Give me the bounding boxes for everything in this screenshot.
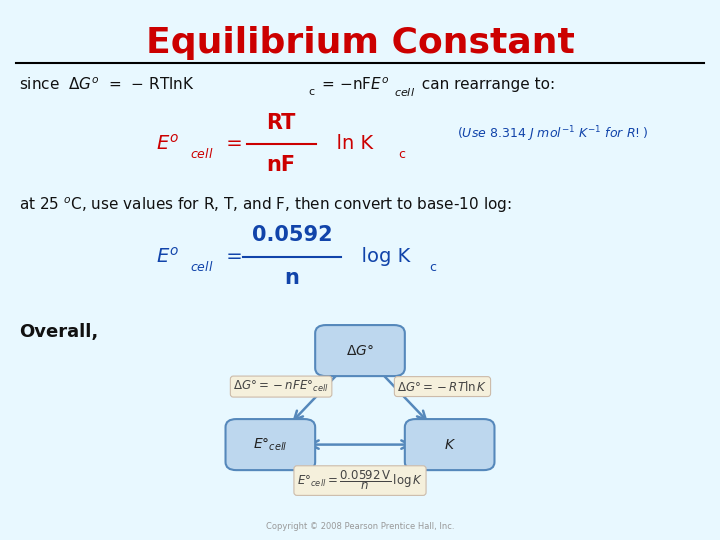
Text: $\mathit{(Use\ 8.314\ J\ mol^{-1}\ K^{-1}\ for\ R!)}$: $\mathit{(Use\ 8.314\ J\ mol^{-1}\ K^{-1… bbox=[456, 124, 648, 144]
Text: 0.0592: 0.0592 bbox=[251, 225, 332, 245]
Text: =: = bbox=[220, 247, 243, 266]
Text: $\Delta G° = -RT\ln K$: $\Delta G° = -RT\ln K$ bbox=[397, 380, 487, 394]
Text: $\Delta G° = -nFE°_{cell}$: $\Delta G° = -nFE°_{cell}$ bbox=[233, 379, 329, 394]
Text: c: c bbox=[430, 261, 436, 274]
Text: = $-$nF$\mathit{E}^o$: = $-$nF$\mathit{E}^o$ bbox=[317, 76, 390, 93]
Text: =: = bbox=[220, 134, 243, 153]
Text: $\mathit{E}^o$: $\mathit{E}^o$ bbox=[156, 247, 179, 267]
Text: Copyright © 2008 Pearson Prentice Hall, Inc.: Copyright © 2008 Pearson Prentice Hall, … bbox=[266, 522, 454, 531]
Text: nF: nF bbox=[266, 155, 296, 176]
Text: $E°_{cell}$: $E°_{cell}$ bbox=[253, 436, 287, 453]
FancyBboxPatch shape bbox=[315, 325, 405, 376]
Text: $\mathit{cell}$: $\mathit{cell}$ bbox=[190, 260, 213, 274]
Text: at 25 $^o$C, use values for R, T, and F, then convert to base-10 log:: at 25 $^o$C, use values for R, T, and F,… bbox=[19, 195, 512, 215]
Text: $K$: $K$ bbox=[444, 437, 456, 451]
FancyBboxPatch shape bbox=[225, 419, 315, 470]
Text: RT: RT bbox=[266, 113, 296, 133]
Text: $\Delta G°$: $\Delta G°$ bbox=[346, 343, 374, 357]
Text: $\mathit{cell}$: $\mathit{cell}$ bbox=[190, 147, 213, 161]
Text: since  $\Delta G^o$  =  $-$ RTlnK: since $\Delta G^o$ = $-$ RTlnK bbox=[19, 76, 195, 93]
Text: c: c bbox=[308, 86, 315, 97]
FancyBboxPatch shape bbox=[405, 419, 495, 470]
Text: c: c bbox=[398, 148, 405, 161]
Text: can rearrange to:: can rearrange to: bbox=[412, 77, 555, 92]
Text: $\mathit{cell}$: $\mathit{cell}$ bbox=[395, 86, 415, 98]
Text: Equilibrium Constant: Equilibrium Constant bbox=[145, 25, 575, 59]
Text: $\mathit{E}^o$: $\mathit{E}^o$ bbox=[156, 134, 179, 154]
Text: ln K: ln K bbox=[324, 134, 373, 153]
Text: $E°_{cell} = \dfrac{0.0592\,\mathrm{V}}{n}\,\log K$: $E°_{cell} = \dfrac{0.0592\,\mathrm{V}}{… bbox=[297, 469, 423, 492]
Text: n: n bbox=[284, 268, 300, 288]
Text: Overall,: Overall, bbox=[19, 323, 99, 341]
Text: log K: log K bbox=[349, 247, 410, 266]
